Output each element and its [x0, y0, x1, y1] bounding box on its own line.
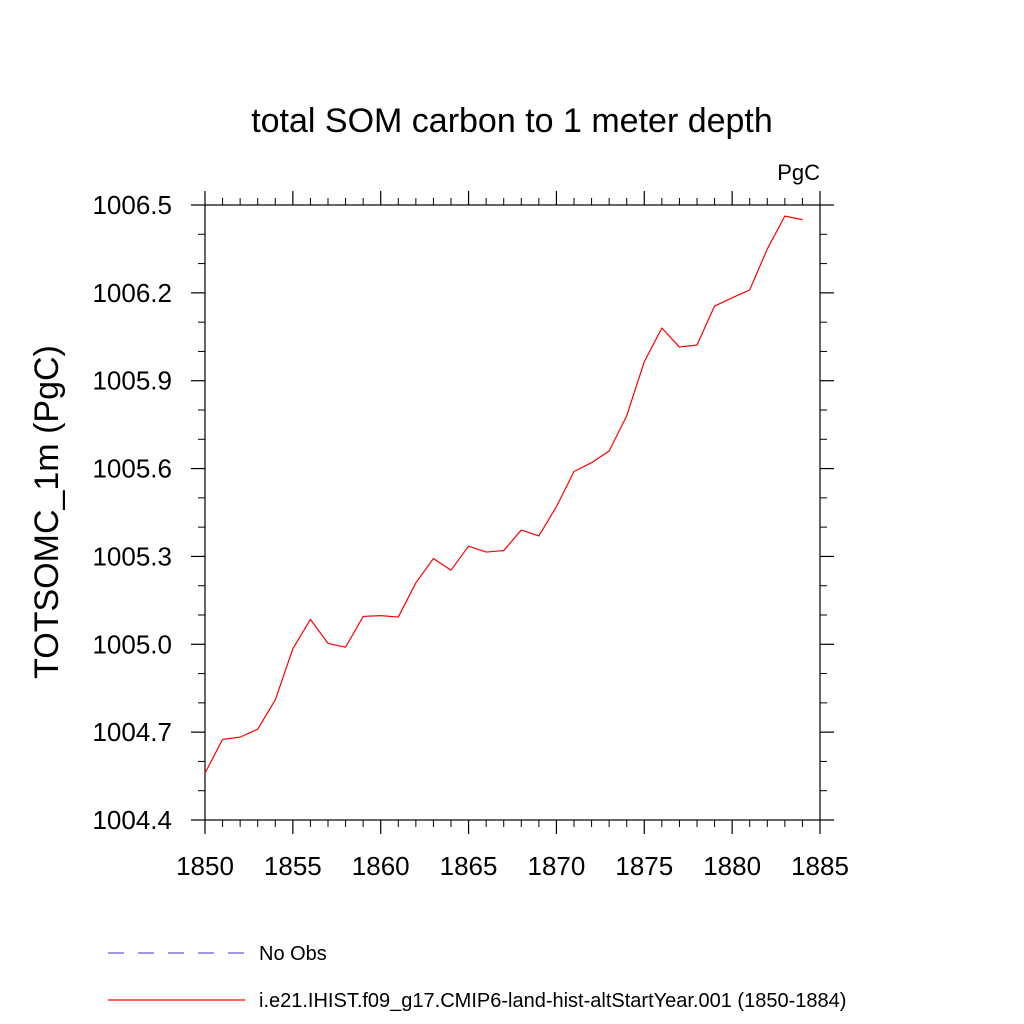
- x-tick-label: 1885: [791, 851, 849, 881]
- axis-ticks: [191, 191, 834, 834]
- y-tick-label: 1005.0: [92, 629, 172, 659]
- y-axis-label: TOTSOMC_1m (PgC): [28, 345, 66, 679]
- x-tick-label: 1850: [176, 851, 234, 881]
- tick-labels: 1850 1855 1860 1865 1870 1875 1880 1885 1004.4 10…: [92, 190, 848, 881]
- series-layer: [204, 215, 803, 774]
- y-tick-label: 1006.5: [92, 190, 172, 220]
- y-tick-label: 1004.4: [92, 805, 172, 835]
- y-tick-label: 1004.7: [92, 717, 172, 747]
- y-tick-label: 1005.6: [92, 454, 172, 484]
- chart-title: total SOM carbon to 1 meter depth: [251, 102, 773, 140]
- x-tick-label: 1865: [440, 851, 498, 881]
- x-tick-label: 1880: [703, 851, 761, 881]
- y-tick-label: 1005.9: [92, 366, 172, 396]
- units-label: PgC: [777, 160, 820, 185]
- y-tick-label: 1005.3: [92, 541, 172, 571]
- x-tick-label: 1870: [528, 851, 586, 881]
- y-tick-label: 1006.2: [92, 278, 172, 308]
- legend: No Obs i.e21.IHIST.f09_g17.CMIP6-land-his…: [108, 943, 846, 1012]
- legend-label: i.e21.IHIST.f09_g17.CMIP6-land-hist-altS…: [259, 990, 846, 1012]
- legend-label: No Obs: [259, 943, 327, 965]
- x-tick-label: 1875: [615, 851, 673, 881]
- series-line: [204, 215, 803, 774]
- x-tick-label: 1860: [352, 851, 410, 881]
- x-tick-label: 1855: [264, 851, 322, 881]
- plot-frame: [204, 204, 821, 821]
